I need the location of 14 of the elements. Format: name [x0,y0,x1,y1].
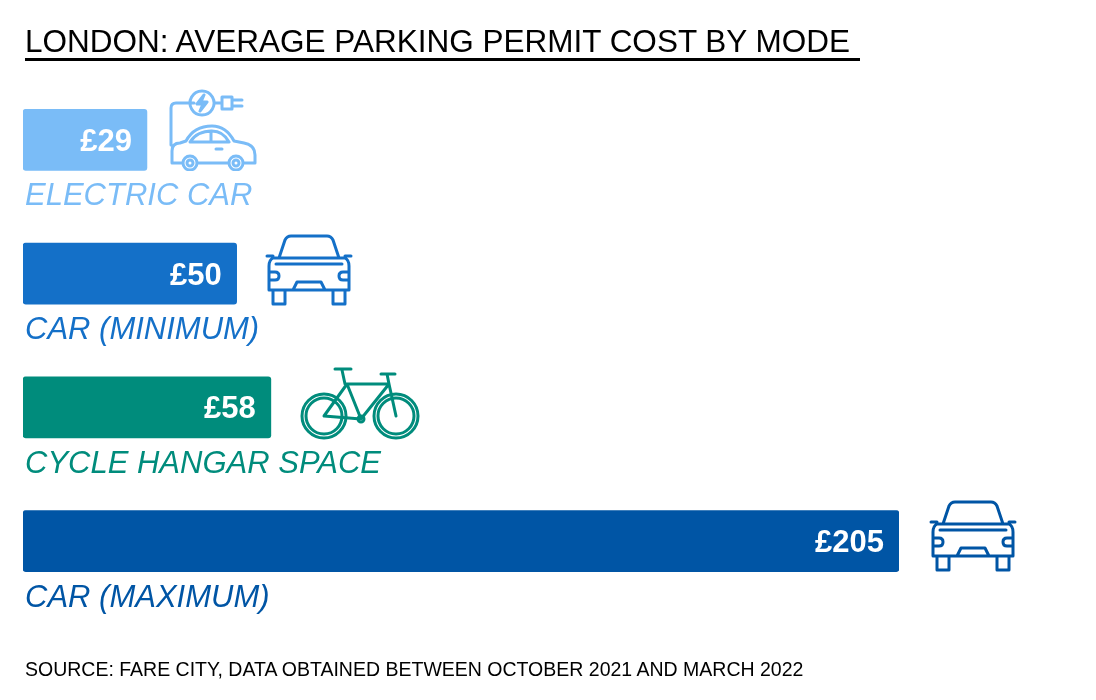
bar [23,376,272,439]
annotation: SOURCE: FARE CITY, DATA OBTAINED BETWEEN OCTOBER 2021 AND MARCH 2022 [25,657,804,682]
data-label: £205 [815,524,884,560]
bar [23,510,899,572]
data-label: £58 [204,390,256,426]
bar [23,242,237,305]
y-tick-label: ELECTRIC CAR [25,177,253,213]
y-tick-label: CYCLE HANGAR SPACE [25,444,382,480]
data-label: £50 [169,256,222,292]
bar [23,109,148,171]
chart-title: LONDON: AVERAGE PARKING PERMIT COST BY MODE [25,23,861,61]
data-label: £29 [80,122,132,158]
y-tick-label: CAR (MAXIMUM) [25,578,270,614]
y-tick-label: CAR (MINIMUM) [25,311,260,347]
